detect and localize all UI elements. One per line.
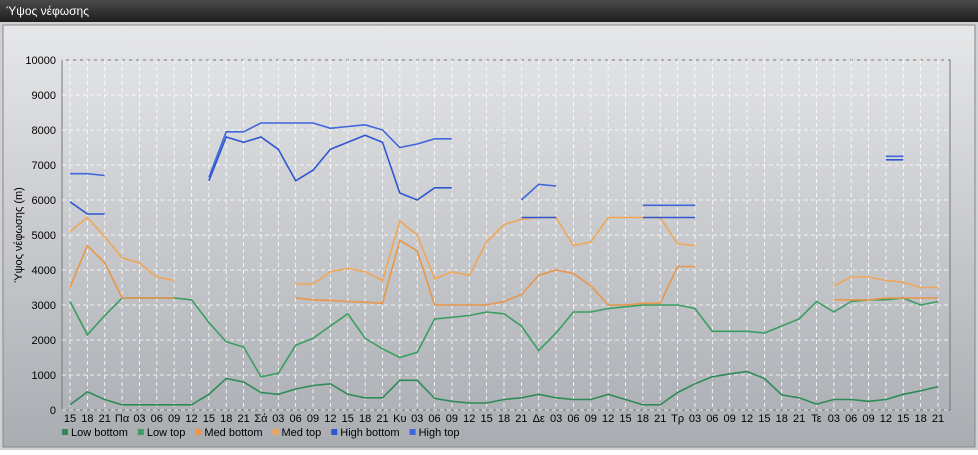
x-tick-label: 21 — [932, 413, 944, 425]
legend-label: Med top — [282, 427, 322, 439]
y-tick-label: 9000 — [32, 90, 56, 102]
x-tick-label: Δε — [533, 413, 545, 425]
legend-swatch — [195, 429, 202, 435]
window-title: Ύψος νέφωσης — [6, 4, 89, 18]
series-line — [69, 134, 904, 219]
x-tick-label: 06 — [290, 413, 302, 425]
x-tick-label: 18 — [359, 413, 371, 425]
y-tick-label: 2000 — [32, 335, 56, 347]
series-line — [69, 370, 939, 406]
x-tick-label: 12 — [324, 413, 336, 425]
y-tick-label: 5000 — [32, 230, 56, 242]
series-line — [69, 239, 938, 306]
x-tick-label: 21 — [515, 413, 527, 425]
y-tick-label: 8000 — [32, 125, 56, 137]
x-tick-label: 15 — [619, 413, 631, 425]
x-tick-label: 03 — [133, 413, 145, 425]
x-tick-label: 15 — [758, 413, 770, 425]
x-tick-label: 12 — [463, 413, 475, 425]
x-tick-label: Τρ — [671, 413, 684, 425]
x-tick-label: 06 — [567, 413, 579, 425]
x-tick-label: 18 — [81, 413, 93, 425]
y-tick-label: 6000 — [32, 195, 56, 207]
legend-label: Low bottom — [71, 427, 128, 439]
x-tick-label: 09 — [446, 413, 458, 425]
y-tick-label: 3000 — [32, 300, 56, 312]
y-tick-label: 0 — [50, 405, 56, 417]
x-tick-label: 12 — [741, 413, 753, 425]
legend-swatch — [137, 429, 144, 435]
x-tick-label: 12 — [185, 413, 197, 425]
x-tick-label: Πα — [115, 413, 130, 425]
x-tick-label: 18 — [776, 413, 788, 425]
x-tick-label: 06 — [428, 413, 440, 425]
x-tick-label: 15 — [203, 413, 215, 425]
legend-swatch — [62, 429, 68, 435]
x-tick-label: 15 — [64, 413, 76, 425]
x-tick-label: 09 — [307, 413, 319, 425]
x-tick-label: 21 — [793, 413, 805, 425]
chart-area — [2, 24, 976, 448]
x-tick-label: 21 — [99, 413, 111, 425]
x-tick-label: 21 — [654, 413, 666, 425]
series-line — [69, 216, 938, 289]
x-tick-label: 03 — [828, 413, 840, 425]
x-tick-label: 06 — [845, 413, 857, 425]
legend-label: Med bottom — [204, 427, 262, 439]
y-tick-label: 10000 — [25, 55, 56, 67]
x-tick-label: 09 — [862, 413, 874, 425]
legend-label: High bottom — [340, 427, 399, 439]
legend-label: Low top — [147, 427, 186, 439]
x-tick-label: 21 — [237, 413, 249, 425]
y-tick-label: 4000 — [32, 265, 56, 277]
x-tick-label: 18 — [637, 413, 649, 425]
legend-label: High top — [419, 427, 460, 439]
x-tick-label: 09 — [724, 413, 736, 425]
x-tick-label: Σά — [254, 413, 268, 425]
x-tick-label: 03 — [272, 413, 284, 425]
x-tick-label: 15 — [481, 413, 493, 425]
x-tick-label: Κυ — [393, 413, 406, 425]
y-tick-label: 7000 — [32, 160, 56, 172]
x-tick-label: 06 — [151, 413, 163, 425]
x-tick-label: 12 — [880, 413, 892, 425]
x-tick-label: 03 — [411, 413, 423, 425]
x-tick-label: 12 — [602, 413, 614, 425]
legend-swatch — [409, 429, 416, 435]
x-tick-label: 21 — [376, 413, 388, 425]
x-tick-label: Τε — [811, 413, 822, 425]
y-axis-title: Ύψος νέφωσης (m) — [13, 187, 25, 283]
x-tick-label: 09 — [585, 413, 597, 425]
x-tick-label: 03 — [689, 413, 701, 425]
legend-swatch — [331, 429, 338, 435]
x-tick-label: 03 — [550, 413, 562, 425]
x-tick-label: 18 — [498, 413, 510, 425]
series-line — [70, 122, 904, 207]
series-line — [69, 297, 939, 378]
x-tick-label: 18 — [915, 413, 927, 425]
title-bar — [0, 0, 978, 22]
y-tick-label: 1000 — [32, 370, 56, 382]
x-tick-label: 18 — [220, 413, 232, 425]
x-tick-label: 09 — [168, 413, 180, 425]
x-tick-label: 15 — [897, 413, 909, 425]
legend-swatch — [272, 429, 279, 435]
x-tick-label: 15 — [342, 413, 354, 425]
x-tick-label: 06 — [706, 413, 718, 425]
